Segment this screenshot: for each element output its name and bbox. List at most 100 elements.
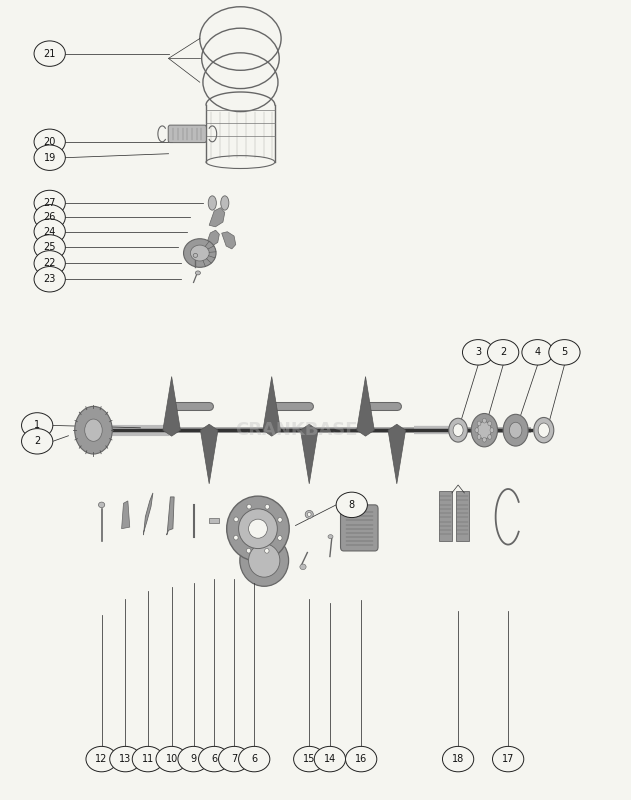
Polygon shape: [209, 208, 225, 227]
Ellipse shape: [488, 434, 492, 439]
FancyBboxPatch shape: [209, 518, 219, 523]
Text: 6: 6: [251, 754, 257, 764]
Ellipse shape: [293, 746, 325, 772]
Ellipse shape: [34, 129, 66, 154]
Polygon shape: [263, 377, 280, 436]
Polygon shape: [300, 424, 318, 484]
Ellipse shape: [475, 428, 479, 433]
Ellipse shape: [336, 492, 367, 518]
Polygon shape: [221, 232, 236, 249]
Ellipse shape: [110, 746, 141, 772]
Ellipse shape: [21, 413, 53, 438]
Text: 12: 12: [95, 754, 108, 764]
Ellipse shape: [34, 250, 66, 276]
Ellipse shape: [34, 219, 66, 244]
Ellipse shape: [34, 205, 66, 230]
Text: 14: 14: [324, 754, 336, 764]
Ellipse shape: [453, 424, 463, 437]
Ellipse shape: [133, 746, 163, 772]
Polygon shape: [357, 377, 374, 436]
Ellipse shape: [442, 746, 474, 772]
Text: 2: 2: [500, 347, 506, 358]
Ellipse shape: [300, 564, 306, 570]
Text: 15: 15: [303, 754, 316, 764]
Text: 19: 19: [44, 153, 56, 162]
Ellipse shape: [264, 549, 269, 553]
Ellipse shape: [85, 419, 102, 442]
Ellipse shape: [193, 254, 198, 258]
Text: 26: 26: [44, 212, 56, 222]
Ellipse shape: [488, 421, 492, 426]
Ellipse shape: [247, 504, 251, 509]
Ellipse shape: [234, 517, 239, 522]
Ellipse shape: [328, 534, 333, 538]
Text: 7: 7: [231, 754, 237, 764]
Ellipse shape: [463, 340, 493, 365]
Ellipse shape: [477, 434, 481, 439]
Ellipse shape: [278, 518, 282, 522]
Ellipse shape: [98, 502, 105, 508]
Ellipse shape: [503, 414, 528, 446]
Polygon shape: [201, 424, 218, 484]
Ellipse shape: [34, 266, 66, 292]
Ellipse shape: [278, 536, 282, 540]
Text: 27: 27: [44, 198, 56, 208]
Polygon shape: [206, 230, 220, 246]
Polygon shape: [388, 424, 406, 484]
Text: 2: 2: [34, 436, 40, 446]
Ellipse shape: [477, 421, 481, 426]
Ellipse shape: [490, 428, 493, 433]
Ellipse shape: [196, 271, 201, 275]
Text: 4: 4: [534, 347, 541, 358]
Text: 24: 24: [44, 226, 56, 237]
Ellipse shape: [488, 340, 519, 365]
FancyBboxPatch shape: [341, 505, 378, 551]
Text: 10: 10: [165, 754, 178, 764]
Ellipse shape: [240, 534, 288, 586]
Ellipse shape: [538, 423, 550, 438]
Ellipse shape: [199, 746, 230, 772]
Text: 3: 3: [475, 347, 481, 358]
Ellipse shape: [478, 422, 492, 439]
Ellipse shape: [21, 429, 53, 454]
Ellipse shape: [191, 245, 209, 261]
Text: 6: 6: [211, 754, 217, 764]
Ellipse shape: [239, 746, 270, 772]
Ellipse shape: [522, 340, 553, 365]
Text: 13: 13: [119, 754, 131, 764]
Ellipse shape: [249, 544, 280, 577]
Ellipse shape: [86, 746, 117, 772]
Text: 21: 21: [44, 49, 56, 58]
Ellipse shape: [239, 509, 278, 549]
Text: 25: 25: [44, 242, 56, 253]
Ellipse shape: [493, 746, 524, 772]
Text: 18: 18: [452, 754, 464, 764]
Ellipse shape: [483, 438, 487, 442]
Ellipse shape: [305, 510, 314, 518]
Ellipse shape: [74, 406, 112, 454]
Ellipse shape: [34, 234, 66, 260]
Ellipse shape: [208, 196, 216, 210]
FancyBboxPatch shape: [439, 491, 452, 541]
Ellipse shape: [471, 414, 497, 447]
Polygon shape: [122, 501, 130, 529]
Text: 5: 5: [562, 347, 567, 358]
Text: 22: 22: [44, 258, 56, 268]
Ellipse shape: [221, 196, 229, 210]
Ellipse shape: [534, 418, 554, 443]
Ellipse shape: [314, 746, 346, 772]
Polygon shape: [163, 377, 180, 436]
Ellipse shape: [233, 535, 238, 540]
Ellipse shape: [34, 190, 66, 216]
Ellipse shape: [178, 746, 209, 772]
Text: 20: 20: [44, 137, 56, 147]
Ellipse shape: [346, 746, 377, 772]
Text: 8: 8: [349, 500, 355, 510]
Text: 16: 16: [355, 754, 367, 764]
Ellipse shape: [483, 418, 487, 423]
Ellipse shape: [34, 41, 66, 66]
Ellipse shape: [449, 418, 468, 442]
Ellipse shape: [265, 504, 269, 509]
Ellipse shape: [247, 548, 251, 553]
FancyBboxPatch shape: [456, 491, 469, 541]
